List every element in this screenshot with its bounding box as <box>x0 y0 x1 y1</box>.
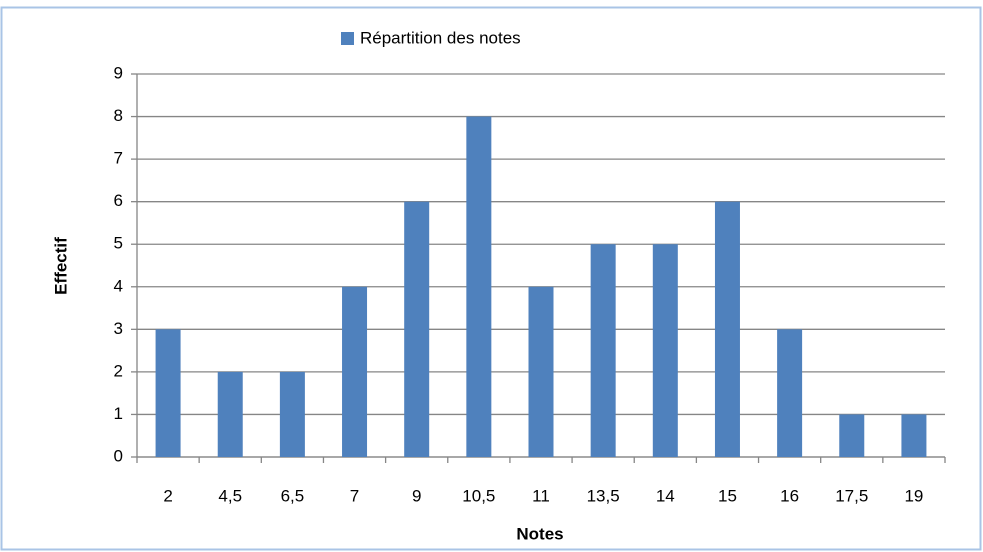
bar <box>528 286 554 457</box>
x-tick-label: 10,5 <box>462 486 495 505</box>
y-tick-label: 6 <box>114 191 123 210</box>
x-tick-label: 19 <box>904 486 923 505</box>
bar <box>777 329 803 457</box>
bar <box>279 371 305 457</box>
bar <box>714 201 740 457</box>
x-tick-label: 15 <box>718 486 737 505</box>
bar <box>901 414 927 457</box>
x-tick-label: 14 <box>656 486 675 505</box>
x-tick-label: 7 <box>350 486 359 505</box>
bar <box>652 244 678 457</box>
y-tick-label: 7 <box>114 149 123 168</box>
x-tick-label: 9 <box>412 486 421 505</box>
x-tick-label: 6,5 <box>281 486 305 505</box>
bar <box>590 244 616 457</box>
x-tick-label: 11 <box>532 486 550 505</box>
x-tick-label: 4,5 <box>218 486 242 505</box>
y-tick-label: 2 <box>114 361 123 380</box>
bar <box>466 116 492 458</box>
bar <box>342 286 368 457</box>
y-tick-label: 9 <box>114 63 123 82</box>
x-axis-label: Notes <box>516 524 563 543</box>
y-tick-label: 1 <box>114 404 123 423</box>
y-tick-label: 0 <box>114 446 123 465</box>
x-tick-label: 2 <box>163 486 172 505</box>
x-tick-label: 17,5 <box>835 486 868 505</box>
x-tick-label: 13,5 <box>587 486 620 505</box>
bar <box>839 414 865 457</box>
y-axis-label: Effectif <box>51 237 70 295</box>
y-tick-label: 8 <box>114 106 123 125</box>
legend-label: Répartition des notes <box>360 28 521 47</box>
y-tick-label: 5 <box>114 234 123 253</box>
bar <box>155 329 181 457</box>
bar <box>404 201 430 457</box>
y-tick-label: 4 <box>114 276 123 295</box>
x-tick-label: 16 <box>780 486 799 505</box>
bar <box>217 371 243 457</box>
legend-swatch <box>341 32 354 45</box>
y-tick-label: 3 <box>114 319 123 338</box>
